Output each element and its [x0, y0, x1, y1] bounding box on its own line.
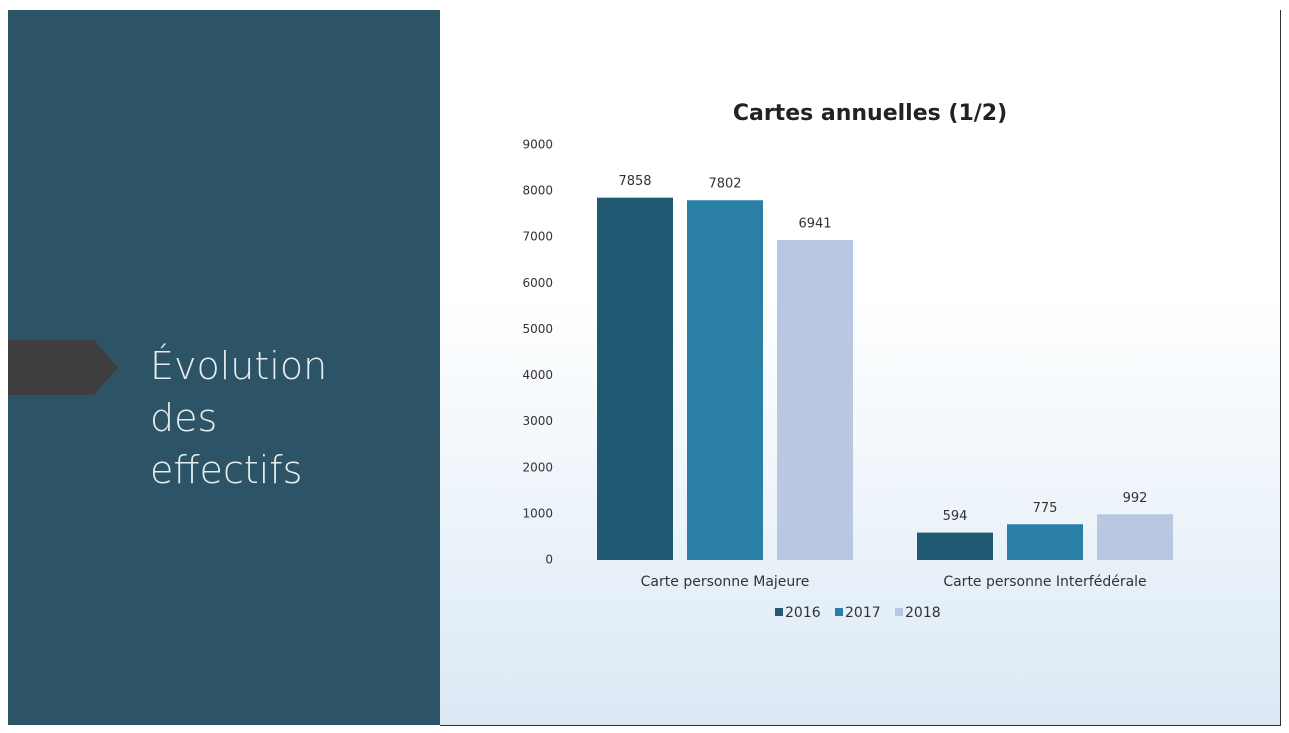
bar — [917, 532, 993, 560]
data-label: 7858 — [618, 174, 651, 189]
x-tick-label: Carte personne Interfédérale — [943, 574, 1146, 590]
data-label: 594 — [943, 509, 968, 524]
content-panel — [440, 10, 1281, 726]
bar — [597, 197, 673, 561]
bar — [777, 239, 853, 560]
legend-label: 2018 — [905, 605, 941, 621]
legend-label: 2016 — [785, 605, 821, 621]
y-tick-label: 1000 — [522, 506, 553, 520]
x-tick-label: Carte personne Majeure — [641, 574, 810, 590]
bar — [1007, 524, 1083, 560]
bar — [687, 200, 763, 561]
legend-swatch — [835, 608, 843, 616]
arrow-marker — [8, 340, 118, 395]
y-tick-label: 3000 — [522, 414, 553, 428]
y-tick-label: 4000 — [522, 368, 553, 382]
slide-title: Évolution des effectifs — [150, 344, 328, 492]
legend-swatch — [895, 608, 903, 616]
data-label: 775 — [1033, 501, 1058, 516]
bar — [1097, 514, 1173, 560]
y-tick-label: 2000 — [522, 460, 553, 474]
y-tick-label: 5000 — [522, 322, 553, 336]
legend-label: 2017 — [845, 605, 881, 621]
data-label: 6941 — [798, 216, 831, 231]
y-tick-label: 9000 — [522, 138, 553, 152]
y-tick-label: 0 — [545, 553, 553, 567]
y-tick-label: 7000 — [522, 230, 553, 244]
data-label: 992 — [1123, 491, 1148, 506]
y-tick-label: 6000 — [522, 276, 553, 290]
y-tick-label: 8000 — [522, 184, 553, 198]
data-label: 7802 — [708, 177, 741, 192]
legend-swatch — [775, 608, 783, 616]
chart-title: Cartes annuelles (1/2) — [733, 101, 1007, 126]
